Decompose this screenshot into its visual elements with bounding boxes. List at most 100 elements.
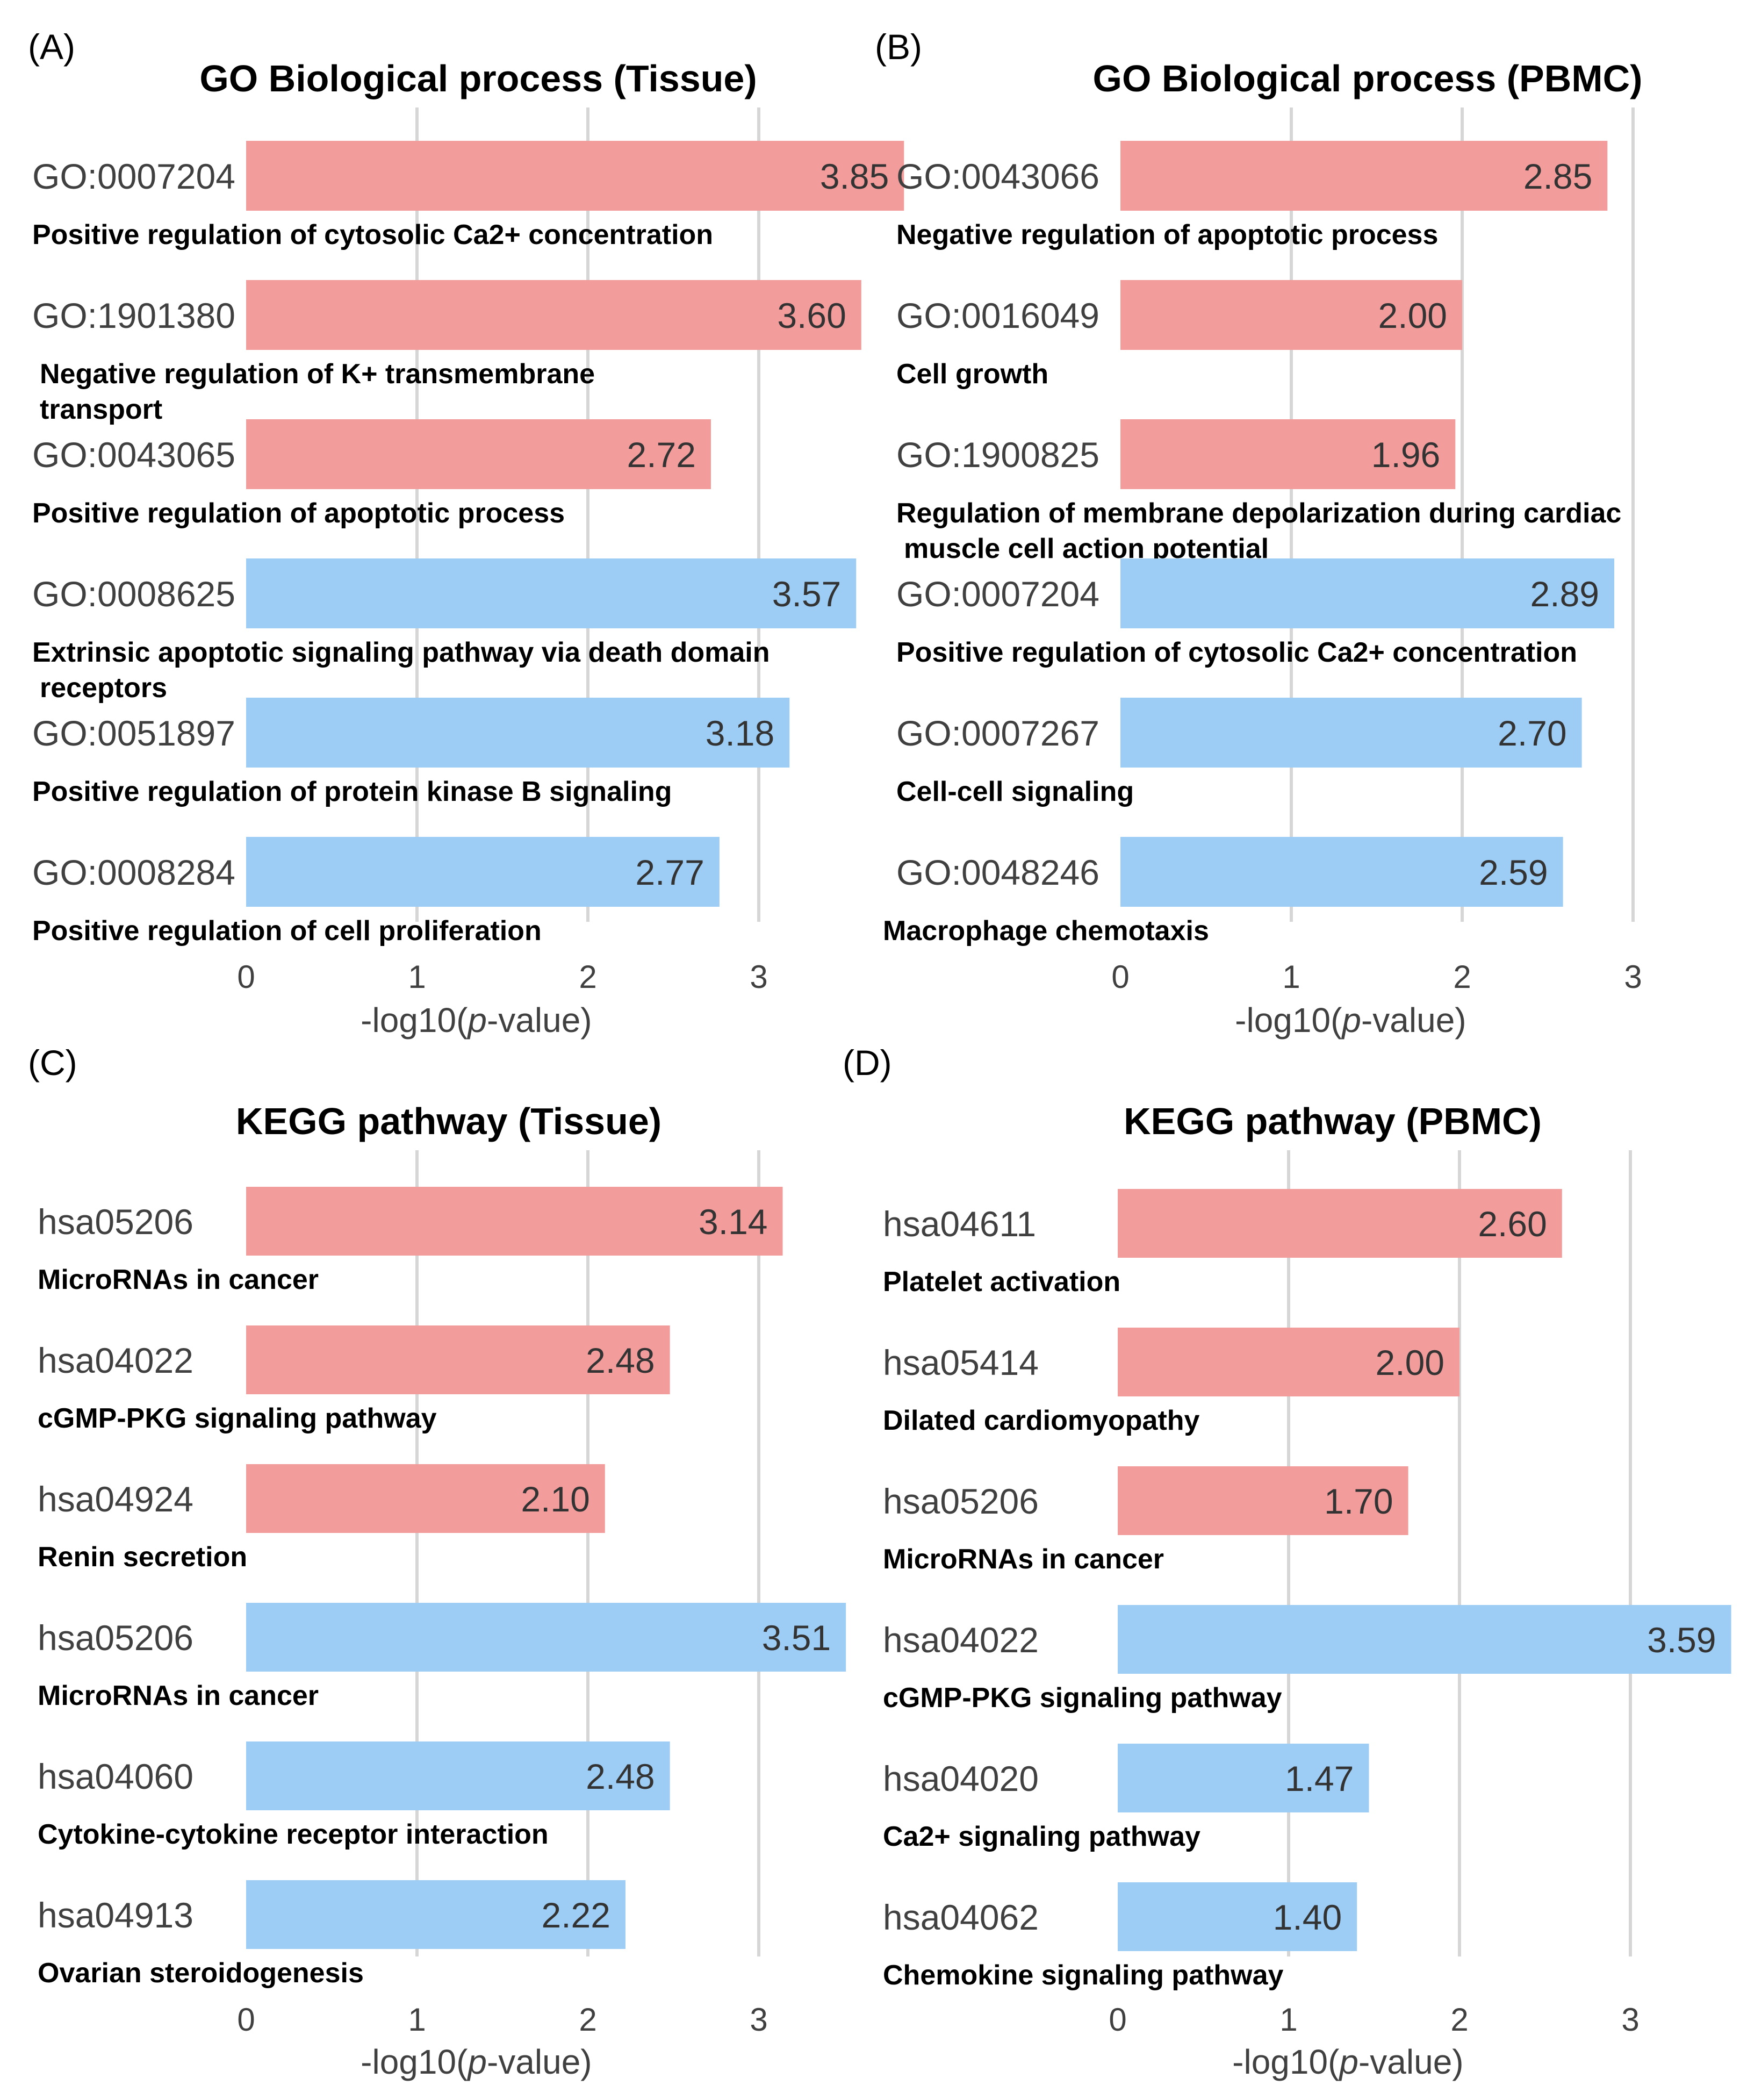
bar	[246, 1603, 846, 1672]
term-description: Negative regulation of K+ transmembrane	[40, 359, 595, 390]
chart-title: GO Biological process (PBMC)	[1093, 58, 1643, 99]
bar-value-label: 2.10	[521, 1479, 589, 1519]
bar	[246, 141, 904, 211]
bar-value-label: 2.72	[627, 435, 695, 475]
bar-value-label: 2.60	[1478, 1204, 1547, 1244]
bar-value-label: 2.77	[635, 852, 704, 892]
bar	[246, 837, 720, 907]
term-id-label: GO:0043065	[32, 435, 235, 475]
term-id-label: hsa05206	[38, 1202, 193, 1242]
term-id-label: GO:0043066	[896, 156, 1099, 196]
term-id-label: hsa04022	[38, 1341, 193, 1380]
term-id-label: GO:0007267	[896, 713, 1099, 753]
x-axis-label: -log10(p-value)	[361, 1001, 592, 1040]
term-description: receptors	[40, 672, 167, 704]
bar	[246, 1880, 625, 1949]
panel-label: (B)	[875, 27, 922, 67]
term-id-label: GO:0008625	[32, 574, 235, 614]
bar-value-label: 2.22	[541, 1895, 610, 1935]
bar-value-label: 3.60	[777, 296, 846, 335]
x-tick-label: 3	[750, 2002, 767, 2038]
bar-value-label: 1.47	[1285, 1759, 1354, 1798]
bar	[1120, 419, 1456, 489]
term-description: MicroRNAs in cancer	[883, 1544, 1164, 1575]
x-tick-label: 2	[579, 959, 596, 995]
x-tick-label: 2	[1450, 2002, 1468, 2038]
term-id-label: GO:0008284	[32, 852, 235, 892]
term-id-label: hsa04913	[38, 1895, 193, 1935]
term-description: Ovarian steroidogenesis	[38, 1958, 364, 1989]
term-id-label: hsa04022	[883, 1620, 1039, 1660]
bar-value-label: 3.18	[706, 713, 774, 753]
bar-value-label: 2.70	[1498, 713, 1566, 753]
term-id-label: GO:1900825	[896, 435, 1099, 475]
x-axis-label: -log10(p-value)	[361, 2042, 592, 2081]
bar-value-label: 2.48	[586, 1341, 655, 1380]
bar	[246, 1741, 670, 1810]
term-description: Cytokine-cytokine receptor interaction	[38, 1819, 549, 1850]
bar	[246, 698, 790, 768]
term-description: Chemokine signaling pathway	[883, 1960, 1284, 1991]
bar-value-label: 3.51	[762, 1618, 831, 1658]
term-description: Macrophage chemotaxis	[883, 915, 1209, 947]
bar	[1120, 837, 1563, 907]
bar	[246, 1187, 783, 1256]
term-id-label: hsa05206	[38, 1618, 193, 1658]
term-description: Positive regulation of cytosolic Ca2+ co…	[32, 219, 713, 250]
x-tick-label: 0	[1109, 2002, 1126, 2038]
bar	[1118, 1328, 1459, 1396]
panel-label: (A)	[28, 27, 75, 67]
term-description: cGMP-PKG signaling pathway	[38, 1403, 437, 1434]
term-description: Extrinsic apoptotic signaling pathway vi…	[32, 637, 770, 668]
bar	[1120, 698, 1582, 768]
bar-value-label: 3.59	[1647, 1620, 1716, 1660]
chart-panel-b: (B) GO Biological process (PBMC) 0 1 2 3 2.85 G…	[875, 27, 1642, 1040]
bar-value-label: 1.70	[1324, 1481, 1393, 1521]
bar	[246, 280, 861, 350]
bar	[1120, 141, 1608, 211]
bar	[246, 419, 711, 489]
term-description: Renin secretion	[38, 1542, 247, 1573]
term-description: Positive regulation of protein kinase B …	[32, 776, 672, 807]
term-description: Regulation of membrane depolarization du…	[896, 498, 1621, 529]
bar-value-label: 3.85	[820, 156, 889, 196]
term-id-label: hsa04924	[38, 1479, 193, 1519]
term-description: Negative regulation of apoptotic process	[896, 219, 1438, 250]
bar	[1118, 1189, 1562, 1258]
bar-value-label: 2.48	[586, 1757, 655, 1796]
term-id-label: hsa04611	[883, 1204, 1036, 1244]
x-tick-label: 3	[1621, 2002, 1639, 2038]
term-id-label: GO:0051897	[32, 713, 235, 753]
term-id-label: hsa04020	[883, 1759, 1039, 1798]
term-id-label: hsa05414	[883, 1343, 1039, 1382]
x-tick-label: 3	[750, 959, 767, 995]
bar-value-label: 2.00	[1378, 296, 1447, 335]
x-tick-label: 0	[237, 2002, 255, 2038]
chart-title: KEGG pathway (PBMC)	[1124, 1100, 1542, 1142]
term-description: Positive regulation of cytosolic Ca2+ co…	[896, 637, 1577, 668]
term-id-label: GO:0016049	[896, 296, 1099, 335]
x-tick-label: 2	[1453, 959, 1471, 995]
bar-value-label: 2.00	[1376, 1343, 1444, 1382]
bar	[1118, 1744, 1369, 1812]
bar	[1120, 558, 1615, 628]
panel-label: (D)	[843, 1043, 892, 1083]
term-description: MicroRNAs in cancer	[38, 1680, 319, 1711]
bar-value-label: 2.85	[1523, 156, 1592, 196]
term-description: Positive regulation of cell proliferatio…	[32, 915, 542, 947]
term-description: transport	[40, 394, 162, 425]
bar	[246, 1325, 670, 1394]
x-tick-label: 0	[1111, 959, 1129, 995]
term-description: MicroRNAs in cancer	[38, 1264, 319, 1295]
term-id-label: hsa05206	[883, 1481, 1039, 1521]
x-tick-label: 0	[237, 959, 255, 995]
x-tick-label: 1	[1282, 959, 1300, 995]
term-description: Ca2+ signaling pathway	[883, 1821, 1200, 1852]
x-axis-label: -log10(p-value)	[1232, 2042, 1463, 2081]
term-description: Cell growth	[896, 359, 1048, 390]
term-description: Dilated cardiomyopathy	[883, 1405, 1200, 1436]
chart-title: KEGG pathway (Tissue)	[236, 1100, 662, 1142]
chart-title: GO Biological process (Tissue)	[199, 58, 757, 99]
term-id-label: GO:0007204	[896, 574, 1099, 614]
